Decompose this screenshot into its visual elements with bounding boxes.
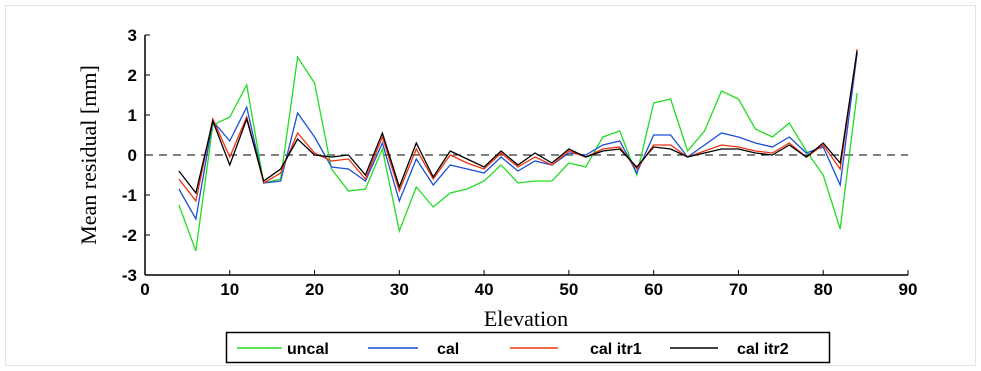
x-tick-label: 30 [390, 280, 409, 299]
x-tick-label: 0 [140, 280, 149, 299]
x-axis-ticks: 0 10 20 30 40 50 60 70 80 90 [140, 270, 917, 299]
series-line-cal-itr1 [178, 48, 858, 203]
series-line-cal-itr2 [178, 50, 858, 195]
y-axis-title: Mean residual [mm] [76, 65, 101, 245]
legend-item-uncal: uncal [237, 341, 329, 358]
legend-label-uncal: uncal [287, 341, 329, 358]
x-tick-label: 10 [220, 280, 239, 299]
x-axis-title: Elevation [484, 306, 568, 331]
legend: uncal cal cal itr1 cal itr2 [225, 331, 831, 364]
x-tick-label: 20 [305, 280, 324, 299]
y-tick-label: 1 [128, 106, 137, 125]
figure-border [5, 5, 976, 366]
legend-label-cal-itr2: cal itr2 [737, 341, 789, 358]
series-line-uncal [178, 55, 858, 252]
legend-item-cal-itr1: cal itr1 [510, 341, 642, 358]
x-tick-label: 80 [814, 280, 833, 299]
y-tick-label: 0 [128, 146, 137, 165]
x-tick-label: 60 [644, 280, 663, 299]
y-tick-label: -1 [122, 186, 137, 205]
series-layer [178, 48, 858, 252]
legend-label-cal: cal [437, 341, 459, 358]
y-tick-label: -2 [122, 226, 137, 245]
legend-item-cal-itr2: cal itr2 [670, 341, 789, 358]
x-tick-label: 40 [475, 280, 494, 299]
y-axis-ticks: -3 -2 -1 0 1 2 3 [122, 26, 150, 285]
legend-item-cal: cal [368, 341, 459, 358]
y-tick-label: 3 [128, 26, 137, 45]
series-line-cal [178, 52, 858, 221]
legend-label-cal-itr1: cal itr1 [590, 341, 642, 358]
y-tick-label: 2 [128, 66, 137, 85]
x-tick-label: 90 [899, 280, 918, 299]
y-tick-label: -3 [122, 266, 137, 285]
x-tick-label: 50 [559, 280, 578, 299]
x-tick-label: 70 [729, 280, 748, 299]
